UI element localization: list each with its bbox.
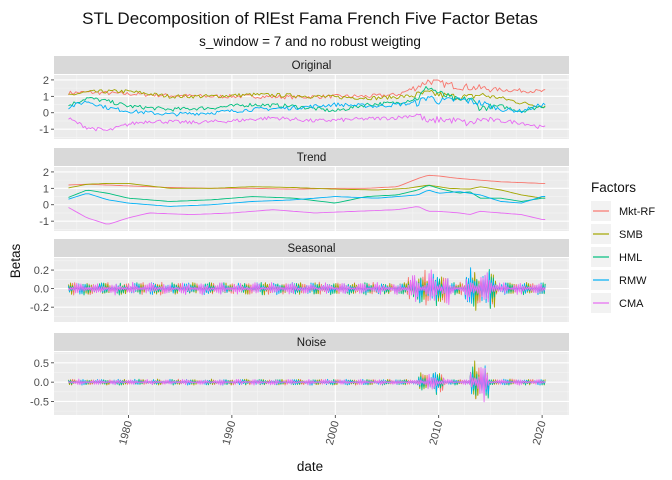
legend-title: Factors (591, 180, 636, 195)
facet-panels: Original -1 0 1 2 Trend -1 0 1 2 Seasonal -0.2 0.0 0.… (30, 56, 569, 415)
series-line-mkt-rf (68, 174, 546, 190)
y-tick-label: 0.2 (34, 265, 49, 277)
series-line-cma (68, 113, 546, 132)
facet-strip-label: Original (292, 60, 332, 72)
y-tick-label: -1 (39, 216, 49, 228)
facet-strip (54, 333, 569, 351)
legend-label-smb: SMB (619, 229, 643, 241)
y-tick-label: 0.0 (34, 284, 49, 296)
series-line-smb (68, 89, 546, 109)
facet-strip (54, 56, 569, 74)
facet-strip-label: Seasonal (288, 243, 336, 255)
legend: Factors Mkt-RF SMB HML RMW CMA (591, 180, 655, 313)
series-line-cma (68, 367, 546, 403)
y-tick-label: 0.5 (34, 358, 49, 370)
y-tick-label: -0.2 (30, 302, 49, 314)
y-tick-label: 1 (43, 91, 49, 103)
x-axis-title: date (297, 459, 323, 474)
facet-panel-trend: Trend -1 0 1 2 (39, 148, 569, 231)
chart-title: STL Decomposition of RlEst Fama French F… (82, 9, 538, 28)
chart-subtitle: s_window = 7 and no robust weigting (199, 34, 421, 49)
y-axis-title: Betas (8, 243, 23, 278)
x-tick-label: 1980 (117, 420, 135, 447)
y-tick-label: 0.0 (34, 377, 49, 389)
series-group (68, 79, 546, 132)
series-line-cma (68, 206, 546, 225)
series-line-mkt-rf (68, 79, 546, 100)
series-line-rmw (68, 189, 546, 207)
series-group (68, 360, 546, 403)
legend-label-cma: CMA (619, 298, 644, 310)
series-group (68, 174, 546, 225)
series-line-cma (68, 269, 546, 305)
facet-strip (54, 239, 569, 257)
y-tick-label: 0 (43, 108, 49, 120)
x-tick-label: 1990 (221, 420, 239, 447)
y-tick-label: -0.5 (30, 396, 49, 408)
facet-strip-label: Trend (297, 152, 327, 164)
facet-panel-original: Original -1 0 1 2 (39, 56, 569, 139)
x-axis: 1980 1990 2000 2010 2020 (117, 415, 549, 446)
y-tick-label: 2 (43, 75, 49, 87)
series-line-rmw (68, 95, 546, 117)
x-tick-label: 2020 (531, 420, 549, 447)
legend-label-hml: HML (619, 252, 642, 264)
facet-panel-seasonal: Seasonal -0.2 0.0 0.2 (30, 239, 569, 322)
facet-panel-noise: Noise -0.5 0.0 0.5 (30, 333, 569, 415)
x-tick-label: 2000 (324, 420, 342, 447)
x-tick-label: 2010 (427, 420, 445, 447)
y-tick-label: 2 (43, 167, 49, 179)
y-tick-label: 0 (43, 200, 49, 212)
series-group (68, 267, 546, 311)
y-tick-label: -1 (39, 124, 49, 136)
legend-label-rmw: RMW (619, 275, 647, 287)
legend-label-mkt-rf: Mkt-RF (619, 206, 655, 218)
y-tick-label: 1 (43, 183, 49, 195)
facet-strip-label: Noise (297, 337, 326, 349)
facet-strip (54, 148, 569, 166)
series-line-smb (68, 182, 546, 199)
